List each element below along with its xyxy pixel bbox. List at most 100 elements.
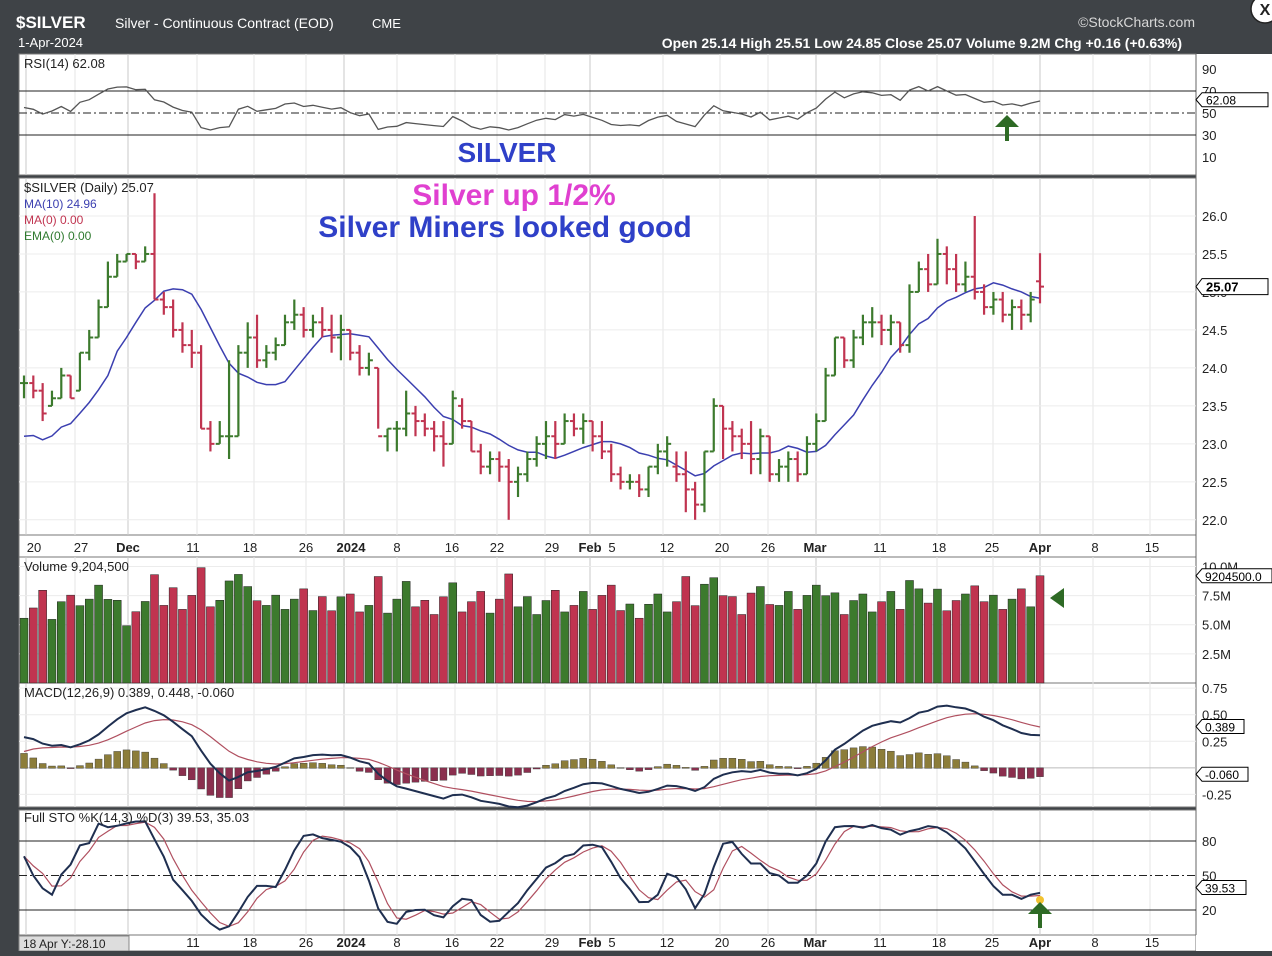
volume-bar-66 (634, 617, 644, 684)
macd-hist-bar-63 (607, 764, 615, 769)
macd-hist-bar-107 (1017, 767, 1026, 780)
price-bar-107 (1017, 299, 1026, 330)
brand-watermark: ©StockCharts.com (1078, 14, 1195, 30)
volume-bar-98 (933, 588, 942, 684)
macd-value-tag-text: 0.389 (1205, 721, 1235, 735)
macd-hist-bar-47 (458, 767, 466, 774)
macd-hist-bar-15 (160, 763, 168, 769)
vol-tick-1: 7.5M (1202, 589, 1231, 604)
macd-hist-bar-13 (141, 751, 149, 769)
macd-hist-bar-25 (253, 767, 261, 778)
volume-bar-16 (168, 587, 178, 684)
price-bar-25 (253, 314, 262, 368)
volume-bar-36 (355, 611, 364, 684)
close-button-circle[interactable] (1250, 0, 1272, 24)
volume-bar-31 (308, 610, 318, 684)
price-bar-100 (952, 253, 961, 292)
macd-hist-bar-43 (421, 767, 429, 782)
xaxis-label-20: Apr (1029, 540, 1051, 555)
price-bar-29 (290, 299, 299, 330)
xaxis-label-4: 18 (243, 540, 257, 555)
volume-bar-72 (690, 605, 700, 684)
xaxis-bottom-label-11: Feb (578, 935, 601, 950)
price-bar-97 (924, 253, 933, 292)
xaxis-bottom-label-12: 5 (608, 935, 615, 950)
volume-bar-26 (262, 605, 271, 684)
volume-bar-13 (140, 601, 150, 684)
macd-hist-bar-65 (626, 767, 634, 770)
price-bar-81 (775, 459, 784, 482)
macd-hist-bar-69 (663, 763, 671, 769)
price-bar-91 (868, 307, 877, 338)
volume-bar-17 (178, 609, 187, 684)
price-bar-58 (560, 413, 569, 445)
xaxis-bottom-label-18: 18 (932, 935, 946, 950)
rsi-panel (18, 53, 1197, 176)
rsi-legend: RSI(14) 62.08 (24, 56, 105, 71)
volume-bar-103 (979, 601, 989, 684)
xaxis-bottom-label-13: 12 (660, 935, 674, 950)
macd-hist-bar-94 (896, 755, 904, 769)
macd-hist-tag-text: -0.060 (1205, 768, 1239, 782)
price-bar-26 (262, 345, 271, 368)
xaxis-label-13: 12 (660, 540, 674, 555)
price-legend-ema0: EMA(0) 0.00 (24, 229, 92, 243)
volume-bar-86 (821, 595, 830, 684)
macd-hist-bar-54 (523, 767, 532, 773)
macd-hist-bar-91 (868, 746, 876, 769)
macd-hist-bar-50 (486, 767, 494, 776)
macd-hist-bar-45 (439, 767, 448, 781)
sto-panel (18, 809, 1197, 936)
macd-hist-bar-57 (551, 763, 560, 769)
price-bar-61 (588, 420, 597, 452)
price-bar-89 (849, 329, 858, 368)
close-button[interactable]: X (1250, 0, 1272, 24)
macd-hist-bar-4 (57, 765, 65, 769)
xaxis-label-17: 11 (873, 540, 887, 555)
volume-bar-12 (131, 611, 141, 684)
macd-hist-bar-3 (48, 765, 56, 769)
ma10-line (23, 282, 1041, 477)
macd-hist-bar-18 (188, 767, 196, 781)
price-bar-46 (448, 390, 457, 445)
xaxis-label-22: 15 (1145, 540, 1159, 555)
macd-hist-bar-44 (430, 767, 438, 781)
macd-hist-tag (1195, 766, 1249, 782)
price-bar-41 (402, 390, 411, 437)
price-bar-33 (327, 314, 336, 353)
xaxis-label-19: 25 (985, 540, 999, 555)
xaxis-bottom-label-4: 18 (243, 935, 257, 950)
price-bar-35 (346, 328, 355, 361)
volume-bar-94 (895, 609, 905, 684)
price-bar-17 (178, 322, 187, 353)
volume-bar-24 (243, 586, 252, 684)
macd-hist-bar-37 (365, 767, 373, 773)
macd-hist-bar-53 (514, 767, 522, 776)
volume-bar-46 (448, 582, 458, 684)
macd-hist-bar-0 (20, 753, 28, 769)
price-bar-66 (635, 474, 644, 498)
price-bar-48 (467, 420, 476, 453)
volume-bar-32 (318, 596, 327, 684)
price-bar-16 (169, 299, 178, 338)
chart-date: 1-Apr-2024 (18, 35, 83, 50)
price-bar-84 (802, 436, 811, 476)
volume-bar-11 (122, 625, 131, 684)
volume-bar-5 (66, 594, 75, 684)
macd-hist-bar-21 (216, 767, 224, 798)
volume-bar-55 (532, 614, 541, 684)
macd-hist-bar-34 (337, 764, 345, 769)
volume-bar-95 (905, 580, 914, 684)
volume-bar-64 (616, 610, 625, 684)
volume-bar-105 (998, 609, 1007, 684)
xaxis-bottom-label-16: Mar (803, 935, 826, 950)
price-bar-14 (150, 193, 159, 301)
macd-hist-bar-10 (113, 751, 121, 769)
price-bar-59 (569, 413, 578, 437)
price-bar-77 (737, 428, 746, 460)
volume-bar-3 (47, 619, 57, 684)
xaxis-bottom-label-20: Apr (1029, 935, 1051, 950)
close-icon[interactable]: X (1260, 2, 1271, 19)
volume-bar-89 (849, 600, 858, 684)
